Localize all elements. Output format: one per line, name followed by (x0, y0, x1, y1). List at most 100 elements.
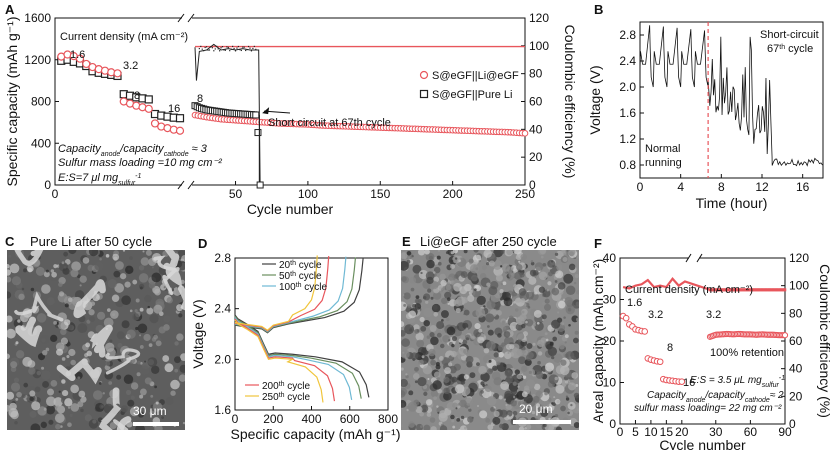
sem-grain (450, 414, 455, 420)
sem-grain (512, 268, 518, 273)
sem-grain (551, 355, 555, 360)
sem-grain (454, 257, 458, 260)
normal-label-2: running (645, 157, 682, 169)
y-tick-label: 1600 (24, 11, 51, 25)
sem-grain (557, 311, 560, 314)
axis-break-mark (177, 180, 185, 190)
sem-grain (460, 334, 466, 340)
sem-grain (474, 288, 477, 291)
sem-grain (564, 334, 569, 339)
sem-grain (576, 290, 579, 295)
sem-grain (115, 261, 124, 270)
sem-grain (467, 416, 474, 423)
sem-grain (401, 378, 408, 388)
sem-grain (513, 284, 518, 288)
y2-tick-label: 20 (529, 150, 543, 164)
legend-marker-pure-li (419, 89, 429, 99)
sem-dendrite (153, 255, 180, 296)
sem-grain (440, 279, 447, 287)
sem-grain (516, 374, 522, 380)
sem-grain (9, 263, 20, 274)
sem-grain (520, 298, 526, 303)
sem-grain (35, 266, 45, 276)
sem-grain (105, 342, 115, 353)
sem-grain (483, 250, 492, 258)
sem-grain (77, 401, 84, 408)
marker-pure-li (144, 95, 153, 104)
sem-grain (53, 320, 58, 325)
sem-grain (45, 396, 56, 407)
sem-dendrite (113, 419, 129, 430)
sem-grain (113, 270, 121, 278)
marker-li-egf (175, 126, 185, 135)
sem-grain (429, 417, 436, 423)
y-tick-label: 1.2 (619, 132, 636, 146)
sem-grain (147, 357, 158, 367)
sem-grain (556, 264, 563, 271)
sem-grain (460, 380, 466, 385)
y-tick-label: 1.6 (619, 106, 636, 120)
sem-dendrite (105, 348, 141, 375)
ce-point-pure-li (242, 46, 244, 48)
scale-bar-li-egf (513, 420, 571, 424)
discharge-curve (234, 317, 353, 400)
sem-grain (461, 296, 468, 304)
sem-grain (50, 269, 55, 273)
capacity-ratio-f-part: /capacity (704, 390, 745, 401)
sem-grain (161, 416, 164, 419)
sem-grain (500, 381, 509, 391)
legend-label-d: 50th cycle (279, 271, 322, 283)
sem-grain (124, 281, 131, 288)
sem-grain (69, 413, 73, 417)
sem-grain (7, 315, 13, 323)
sem-grain (565, 305, 575, 315)
sem-grain (412, 264, 422, 274)
discharge-curve (234, 318, 336, 402)
sem-grain (28, 367, 36, 375)
sem-grain (574, 273, 579, 279)
sem-grain (516, 349, 524, 356)
sem-grain (7, 269, 11, 276)
sem-grain (130, 382, 139, 390)
sem-grain (502, 281, 507, 286)
sem-grain (480, 390, 484, 394)
x-tick-label: 5 (632, 425, 639, 439)
legend-label-d-part: th (296, 282, 302, 289)
sem-grain (158, 326, 166, 334)
sem-grain (521, 391, 528, 398)
sem-grain (560, 365, 570, 376)
loading-label-a: Sulfur mass loading =10 mg cm⁻² (58, 157, 222, 169)
sem-grain (500, 282, 503, 286)
sem-grain (553, 396, 556, 399)
sem-grain (47, 388, 54, 396)
sem-grain (425, 300, 429, 304)
ce-point-pure-li (217, 48, 219, 50)
sem-grain (135, 298, 140, 303)
sem-grain (526, 343, 533, 350)
sem-grain (514, 369, 520, 375)
es-label-f-part: -1 (779, 375, 785, 382)
sem-grain (459, 286, 468, 295)
sem-grain (407, 304, 411, 308)
x-axis-label: Cycle number (247, 201, 334, 217)
sem-grain (443, 376, 450, 384)
sem-dendrite (73, 279, 106, 319)
sem-grain (505, 403, 508, 407)
sem-grain (417, 250, 426, 256)
sem-grain (520, 253, 527, 261)
sem-grain (174, 356, 181, 364)
sem-grain (493, 352, 499, 358)
y2-tick-label: 120 (529, 11, 549, 25)
sem-grain (420, 404, 429, 413)
discharge-curve (234, 319, 324, 403)
ce-point-pure-li (227, 46, 229, 49)
sem-grain (180, 353, 185, 361)
sem-grain (21, 287, 25, 291)
sem-grain (513, 250, 522, 255)
sem-grain (487, 325, 490, 328)
sem-grain (406, 250, 412, 256)
sem-grain (401, 252, 408, 260)
x-tick-label: 60 (744, 425, 758, 439)
y2-tick-label: 60 (529, 95, 543, 109)
sem-grain (10, 382, 21, 392)
